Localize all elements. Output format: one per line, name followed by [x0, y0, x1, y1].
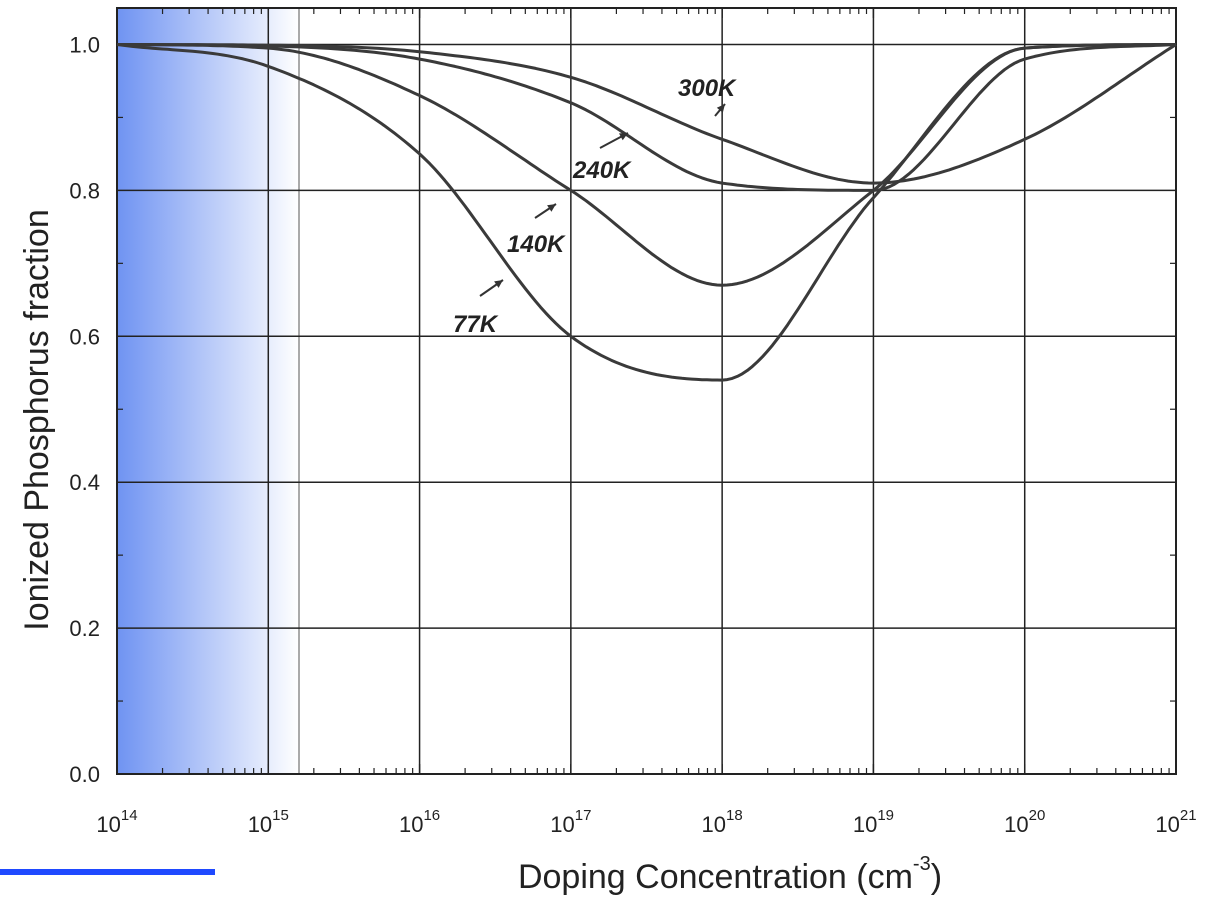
- highlight-region: [117, 8, 299, 774]
- x-axis-label-close: ): [931, 858, 942, 896]
- x-tick-label: 1019: [853, 807, 894, 837]
- y-tick-label: 0.0: [69, 762, 100, 787]
- series-label-77k: 77K: [453, 311, 499, 338]
- y-tick-label: 0.4: [69, 470, 100, 495]
- plot-frame: [116, 7, 1177, 775]
- x-axis-label: Doping Concentration (cm-3): [518, 853, 942, 896]
- series-label-140k: 140K: [507, 231, 566, 258]
- x-tick-label: 1014: [96, 807, 137, 837]
- y-tick-label: 0.2: [69, 616, 100, 641]
- series-pointer-arrowhead: [619, 133, 628, 141]
- series-pointer-arrowhead: [547, 204, 556, 212]
- series-pointer-arrowhead: [716, 104, 725, 113]
- y-tick-label: 0.6: [69, 324, 100, 349]
- y-axis-label: Ionized Phosphorus fraction: [18, 209, 56, 630]
- x-axis-label-exponent: -3: [913, 853, 931, 875]
- x-tick-label: 1016: [399, 807, 440, 837]
- x-axis-label-main: Doping Concentration (cm: [518, 858, 913, 896]
- x-tick-label: 1020: [1004, 807, 1045, 837]
- x-tick-label: 1021: [1155, 807, 1196, 837]
- series-label-240k: 240K: [572, 157, 632, 184]
- series-line-77k: [116, 43, 1176, 382]
- y-tick-label: 0.8: [69, 178, 100, 203]
- series-pointer-arrowhead: [494, 280, 503, 288]
- x-tick-label: 1017: [550, 807, 591, 837]
- x-tick-label: 1018: [702, 807, 743, 837]
- series-line-240k: [117, 43, 1177, 192]
- series-label-300k: 300K: [678, 75, 737, 102]
- x-tick-label: 1015: [248, 807, 289, 837]
- y-tick-label: 1.0: [69, 32, 100, 57]
